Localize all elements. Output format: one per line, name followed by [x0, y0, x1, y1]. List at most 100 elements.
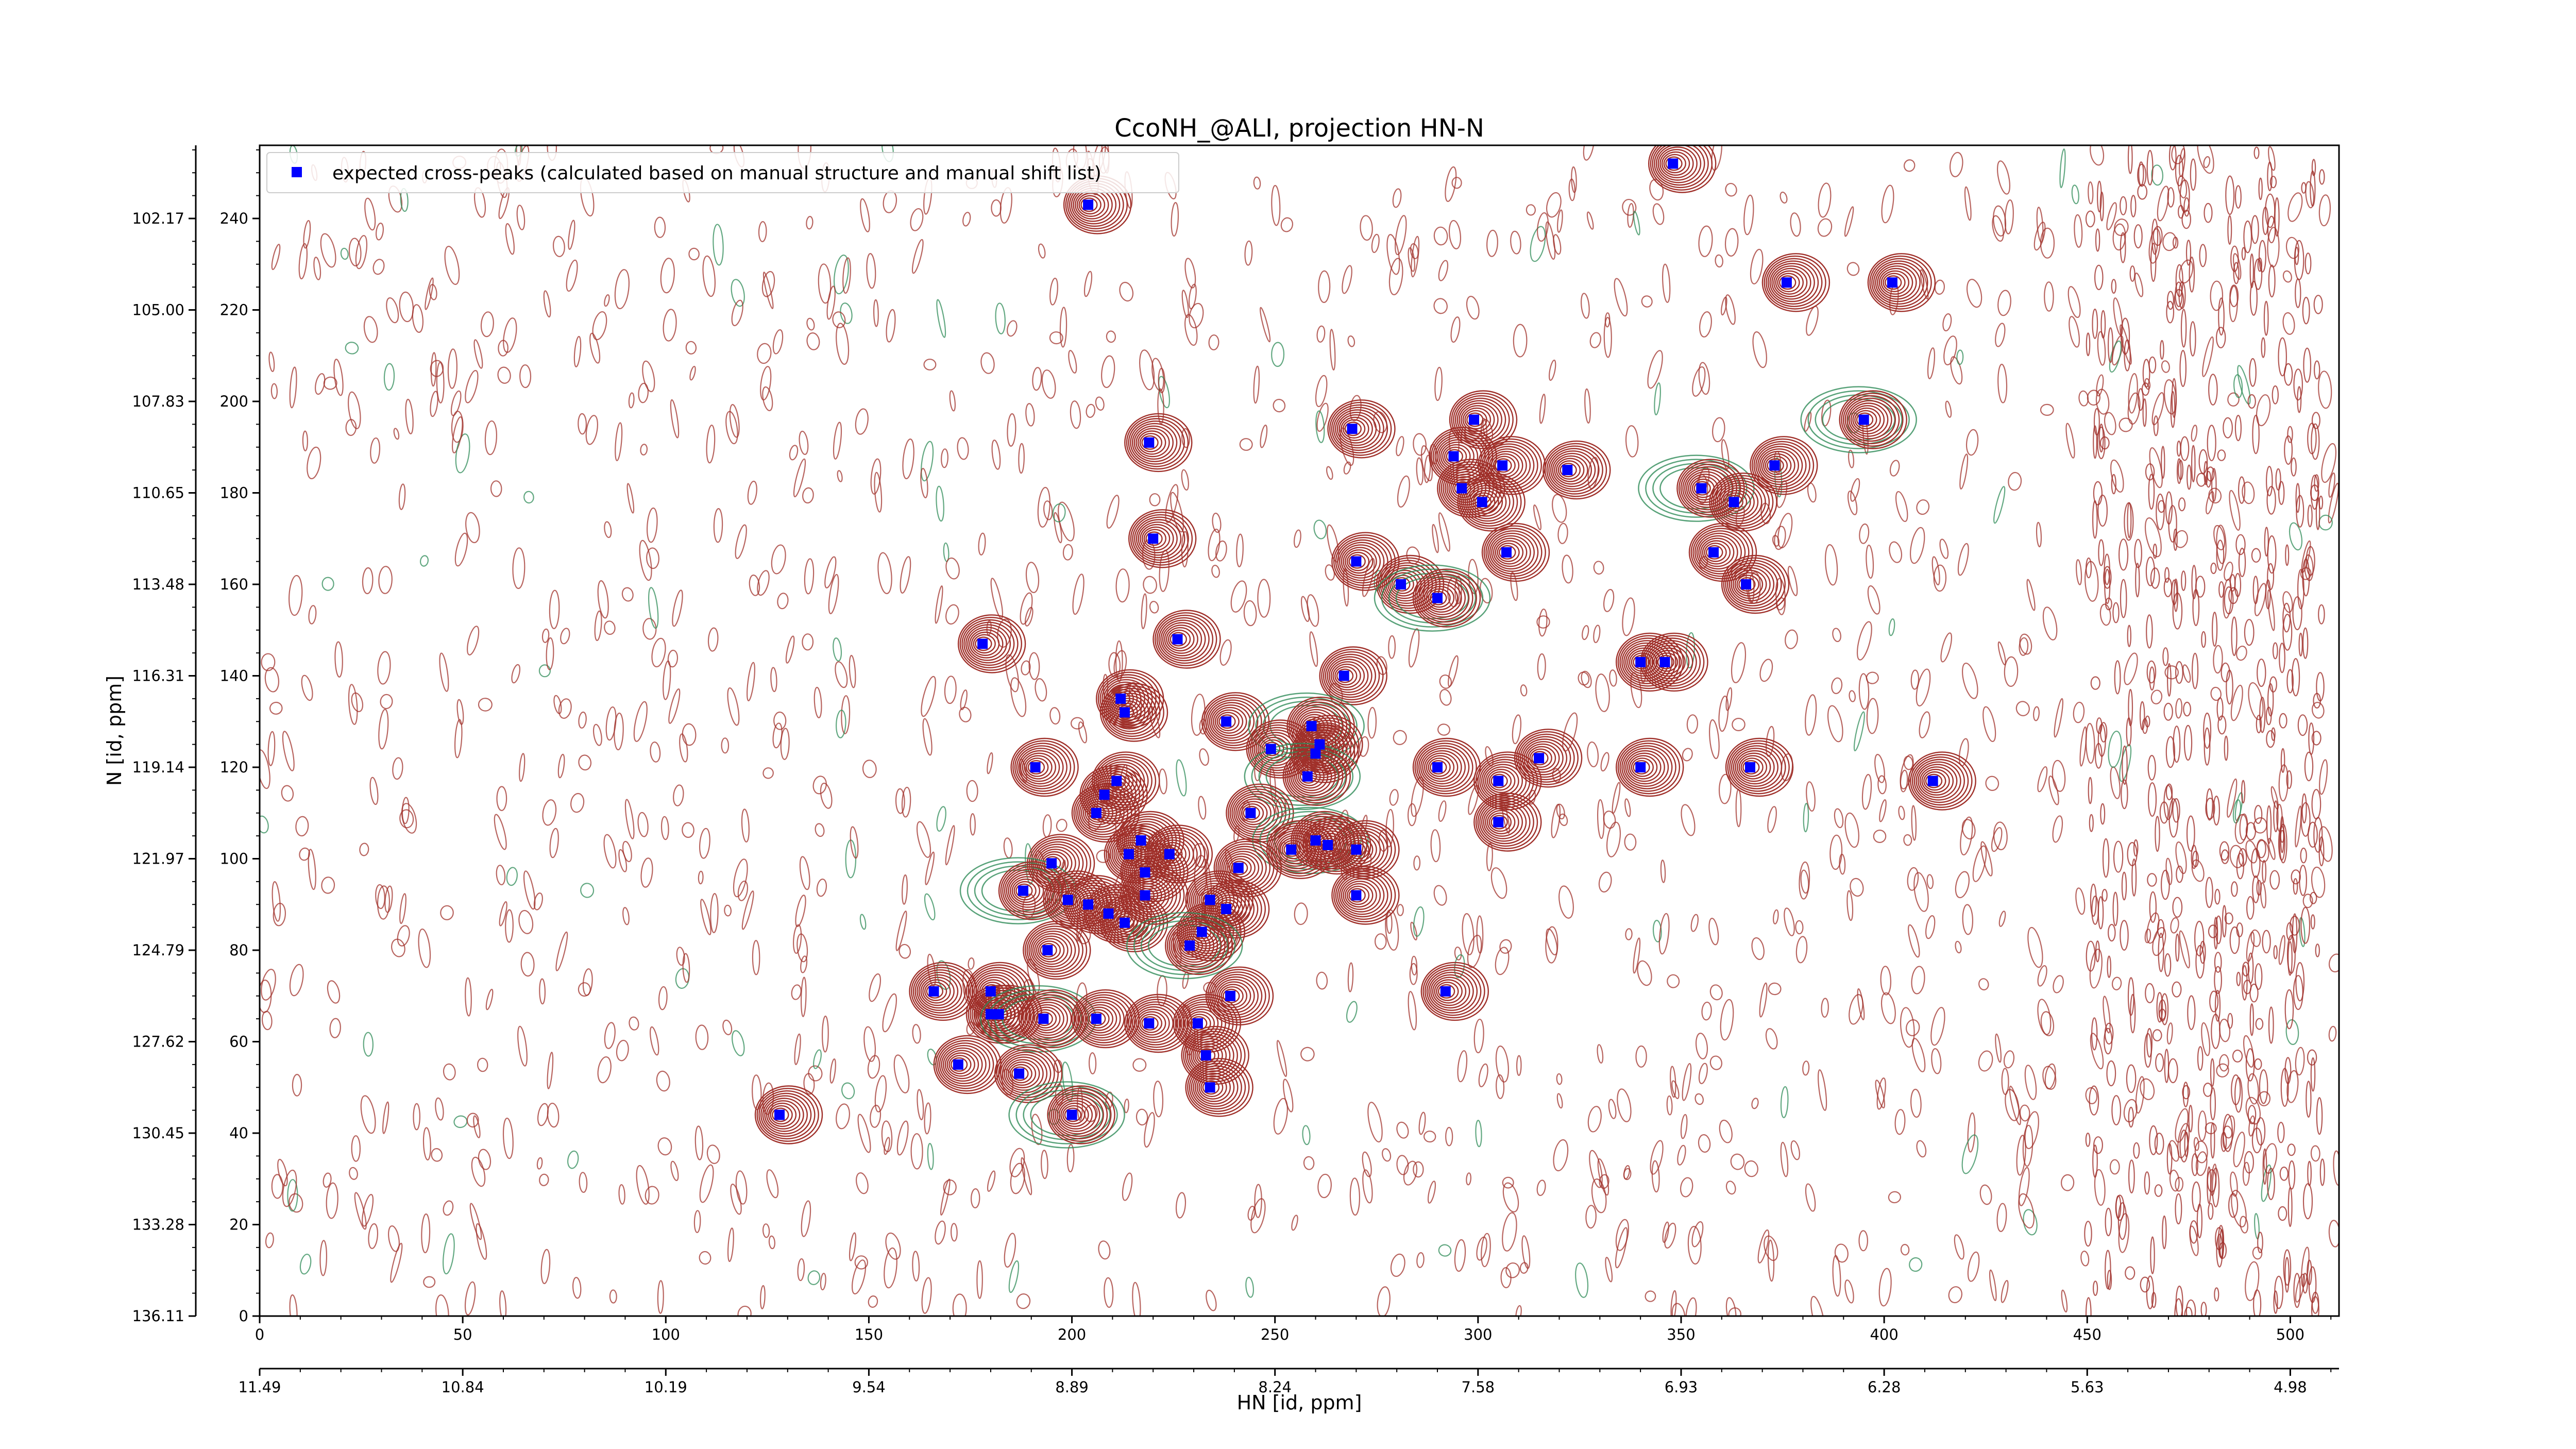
noise-contour: [323, 376, 337, 390]
peak-contour: [1650, 145, 1713, 191]
noise-contour: [2295, 1047, 2305, 1076]
noise-contour: [2067, 286, 2081, 318]
peak-contour: [1721, 554, 1790, 614]
peak-contour: [1880, 270, 1910, 295]
noise-contour: [2263, 300, 2269, 336]
noise-contour: [1623, 1165, 1630, 1180]
noise-contour: [2128, 1106, 2134, 1128]
noise-contour: [578, 982, 591, 997]
noise-contour: [2103, 566, 2112, 589]
noise-contour: [1824, 544, 1838, 586]
noise-contour: [1510, 230, 1521, 255]
noise-contour: [1396, 436, 1404, 457]
cross-peak-marker: [1351, 556, 1362, 567]
peak-contour: [1124, 413, 1193, 473]
noise-contour: [695, 1024, 709, 1050]
noise-contour: [2216, 327, 2226, 348]
noise-contour: [2257, 257, 2262, 272]
noise-contour: [685, 341, 697, 355]
noise-contour: [895, 911, 907, 951]
peak-contour: [1659, 149, 1694, 178]
peak-contour: [1706, 545, 1723, 560]
noise-contour: [813, 1049, 822, 1069]
noise-contour: [319, 1240, 328, 1276]
noise-contour: [2206, 470, 2212, 488]
noise-contour: [1316, 402, 1329, 432]
noise-contour: [2214, 1287, 2219, 1302]
noise-contour: [2307, 423, 2317, 454]
noise-contour: [1850, 878, 1864, 897]
noise-contour: [1416, 1252, 1425, 1268]
noise-contour: [2223, 1114, 2233, 1152]
cross-peak-marker: [1858, 414, 1869, 425]
noise-contour: [1257, 579, 1271, 618]
legend-marker: [292, 167, 302, 177]
noise-contour: [2194, 920, 2205, 956]
noise-contour: [1374, 933, 1387, 950]
peak-contour: [1105, 901, 1157, 945]
noise-contour: [454, 719, 463, 759]
noise-contour: [1961, 1134, 1979, 1174]
noise-contour: [1927, 347, 1936, 379]
peak-contour: [1766, 258, 1823, 307]
noise-contour: [1997, 641, 2006, 666]
peak-contour: [1348, 888, 1366, 903]
noise-contour: [2111, 279, 2116, 294]
noise-contour: [1650, 1140, 1664, 1175]
noise-contour: [2285, 1019, 2299, 1045]
peak-contour: [1544, 443, 1607, 497]
noise-contour: [2223, 417, 2233, 439]
noise-contour: [1480, 578, 1493, 604]
noise-contour: [2098, 539, 2105, 566]
noise-contour: [2105, 1250, 2111, 1290]
noise-contour: [2193, 1137, 2199, 1151]
noise-contour: [2175, 155, 2184, 187]
noise-contour: [2086, 940, 2096, 972]
noise-contour: [1878, 1268, 1892, 1307]
noise-contour: [1725, 1297, 1737, 1316]
noise-contour: [1300, 1047, 1315, 1062]
peak-contour: [1343, 547, 1377, 577]
negative-contour: [1023, 1089, 1111, 1140]
noise-contour: [638, 382, 649, 403]
noise-contour: [585, 415, 598, 445]
peak-contour: [1867, 253, 1936, 312]
peak-contour: [1241, 803, 1264, 823]
peak-contour: [1477, 756, 1534, 806]
noise-contour: [2266, 805, 2272, 844]
noise-contour: [2175, 841, 2187, 874]
noise-contour: [2127, 145, 2133, 174]
noise-contour: [2113, 840, 2124, 873]
noise-contour: [466, 1113, 479, 1128]
peak-contour: [1629, 755, 1658, 780]
peak-contour: [1024, 755, 1053, 780]
cross-peak-marker: [1083, 899, 1094, 910]
noise-contour: [2217, 449, 2226, 461]
noise-contour: [2150, 567, 2160, 589]
noise-contour: [572, 1277, 582, 1299]
noise-contour: [2230, 245, 2239, 272]
peak-contour: [1013, 881, 1037, 901]
peak-contour-group: [1185, 1058, 1253, 1117]
noise-contour: [2037, 965, 2047, 987]
peak-contour: [1418, 576, 1470, 620]
noise-contour: [741, 808, 750, 843]
peak-contour: [1852, 407, 1881, 432]
noise-contour: [924, 1102, 931, 1135]
peak-contour: [1079, 999, 1125, 1039]
noise-contour: [2287, 1143, 2296, 1156]
noise-contour: [633, 701, 648, 742]
noise-contour: [2154, 1133, 2164, 1155]
noise-contour: [2004, 656, 2019, 687]
noise-contour: [455, 433, 470, 474]
peak-contour: [1468, 487, 1503, 517]
noise-contour: [637, 812, 649, 837]
noise-contour: [2265, 579, 2271, 610]
noise-contour: [1481, 1233, 1491, 1268]
noise-contour: [2196, 473, 2207, 487]
noise-contour: [1633, 937, 1641, 974]
noise-contour: [1888, 618, 1895, 636]
noise-contour: [2262, 860, 2267, 883]
noise-contour: [1849, 690, 1856, 702]
noise-contour: [2252, 414, 2260, 454]
